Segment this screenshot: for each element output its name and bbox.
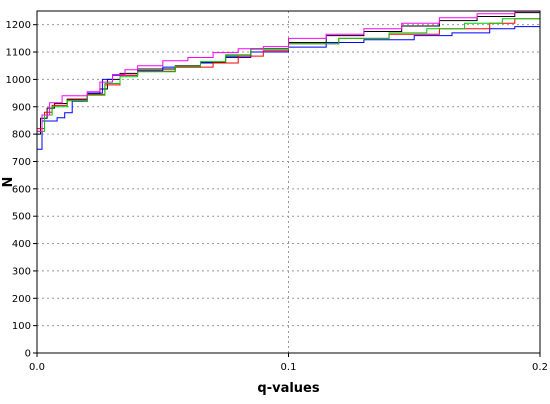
x-tick-label: 0.1	[281, 362, 297, 373]
y-tick-label: 1100	[6, 48, 31, 59]
series-line-5	[36, 10, 540, 353]
grid	[37, 11, 540, 353]
y-tick-label: 800	[12, 130, 31, 141]
series-line-4	[36, 18, 540, 353]
x-tick-label: 0.0	[29, 362, 45, 373]
x-tick-label: 0.2	[532, 362, 548, 373]
y-tick-label: 900	[12, 102, 31, 113]
y-tick-label: 100	[12, 321, 31, 332]
y-tick-label: 500	[12, 212, 31, 223]
y-tick-label: 1200	[6, 20, 31, 31]
y-tick-label: 700	[12, 157, 31, 168]
series-lines	[36, 10, 540, 353]
y-tick-label: 400	[12, 239, 31, 250]
y-tick-label: 600	[12, 184, 31, 195]
x-axis-title: q-values	[257, 381, 319, 396]
y-tick-label: 0	[25, 349, 31, 360]
y-tick-label: 300	[12, 266, 31, 277]
y-tick-label: 1000	[6, 75, 31, 86]
y-axis-title: N	[1, 177, 16, 188]
y-tick-label: 200	[12, 294, 31, 305]
axis-ticks: 0 100 200 300 400 500 600 700 800 900 1000 1100 1200…	[6, 20, 548, 373]
